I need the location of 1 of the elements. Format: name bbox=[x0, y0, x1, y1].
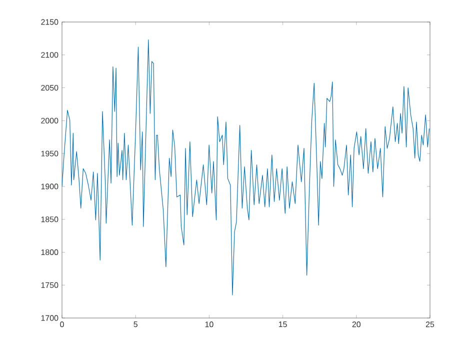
line-series bbox=[62, 39, 430, 296]
